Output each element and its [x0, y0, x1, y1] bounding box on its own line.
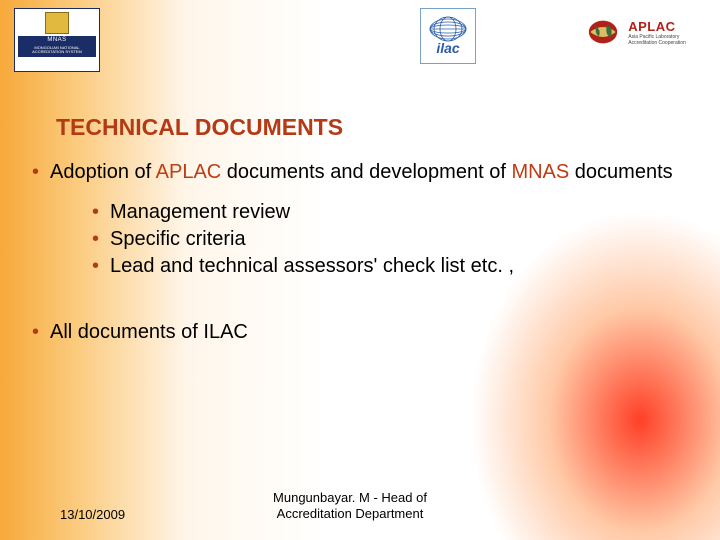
- aplac-tagline: Asia Pacific Laboratory Accreditation Co…: [628, 34, 706, 46]
- bullet-1: Adoption of APLAC documents and developm…: [28, 160, 692, 185]
- ilac-globe-icon: ilac: [425, 13, 471, 59]
- aplac-globe-icon: [586, 12, 624, 52]
- sub-bullet-group: Management review Specific criteria Lead…: [28, 199, 692, 280]
- logo-row: MNAS MONGOLIAN NATIONAL ACCREDITATION SY…: [14, 8, 706, 80]
- footer-date: 13/10/2009: [60, 507, 180, 522]
- sub-bullet-a: Management review: [92, 199, 692, 226]
- bullet-1-post: documents: [569, 161, 672, 183]
- bullet-1-hl2: MNAS: [511, 161, 569, 183]
- mnas-name: MNAS: [18, 36, 96, 44]
- spacer: [28, 302, 692, 320]
- footer-author: Mungunbayar. M - Head of Accreditation D…: [220, 490, 480, 523]
- aplac-logo: APLAC Asia Pacific Laboratory Accreditat…: [586, 8, 706, 56]
- bullet-1-pre: Adoption of: [50, 161, 156, 183]
- ilac-logo: ilac: [420, 8, 476, 64]
- slide-title: TECHNICAL DOCUMENTS: [56, 114, 343, 141]
- bullet-1-mid: documents and development of: [221, 161, 511, 183]
- footer-author-line1: Mungunbayar. M - Head of: [273, 490, 427, 505]
- slide: MNAS MONGOLIAN NATIONAL ACCREDITATION SY…: [0, 0, 720, 540]
- sub-bullet-b: Specific criteria: [92, 226, 692, 253]
- bullet-1-hl1: APLAC: [156, 161, 222, 183]
- content-block: Adoption of APLAC documents and developm…: [28, 160, 692, 359]
- aplac-name: APLAC: [628, 19, 675, 34]
- sub-bullet-c: Lead and technical assessors' check list…: [92, 253, 692, 280]
- ilac-text: ilac: [436, 40, 460, 56]
- mnas-emblem-icon: [45, 12, 69, 34]
- footer: 13/10/2009 Mungunbayar. M - Head of Accr…: [60, 490, 640, 523]
- mnas-logo: MNAS MONGOLIAN NATIONAL ACCREDITATION SY…: [14, 8, 100, 72]
- mnas-subtitle: MONGOLIAN NATIONAL ACCREDITATION SYSTEM: [18, 44, 96, 57]
- bullet-2: All documents of ILAC: [28, 320, 692, 345]
- aplac-text-block: APLAC Asia Pacific Laboratory Accreditat…: [628, 19, 706, 46]
- footer-author-line2: Accreditation Department: [277, 506, 424, 521]
